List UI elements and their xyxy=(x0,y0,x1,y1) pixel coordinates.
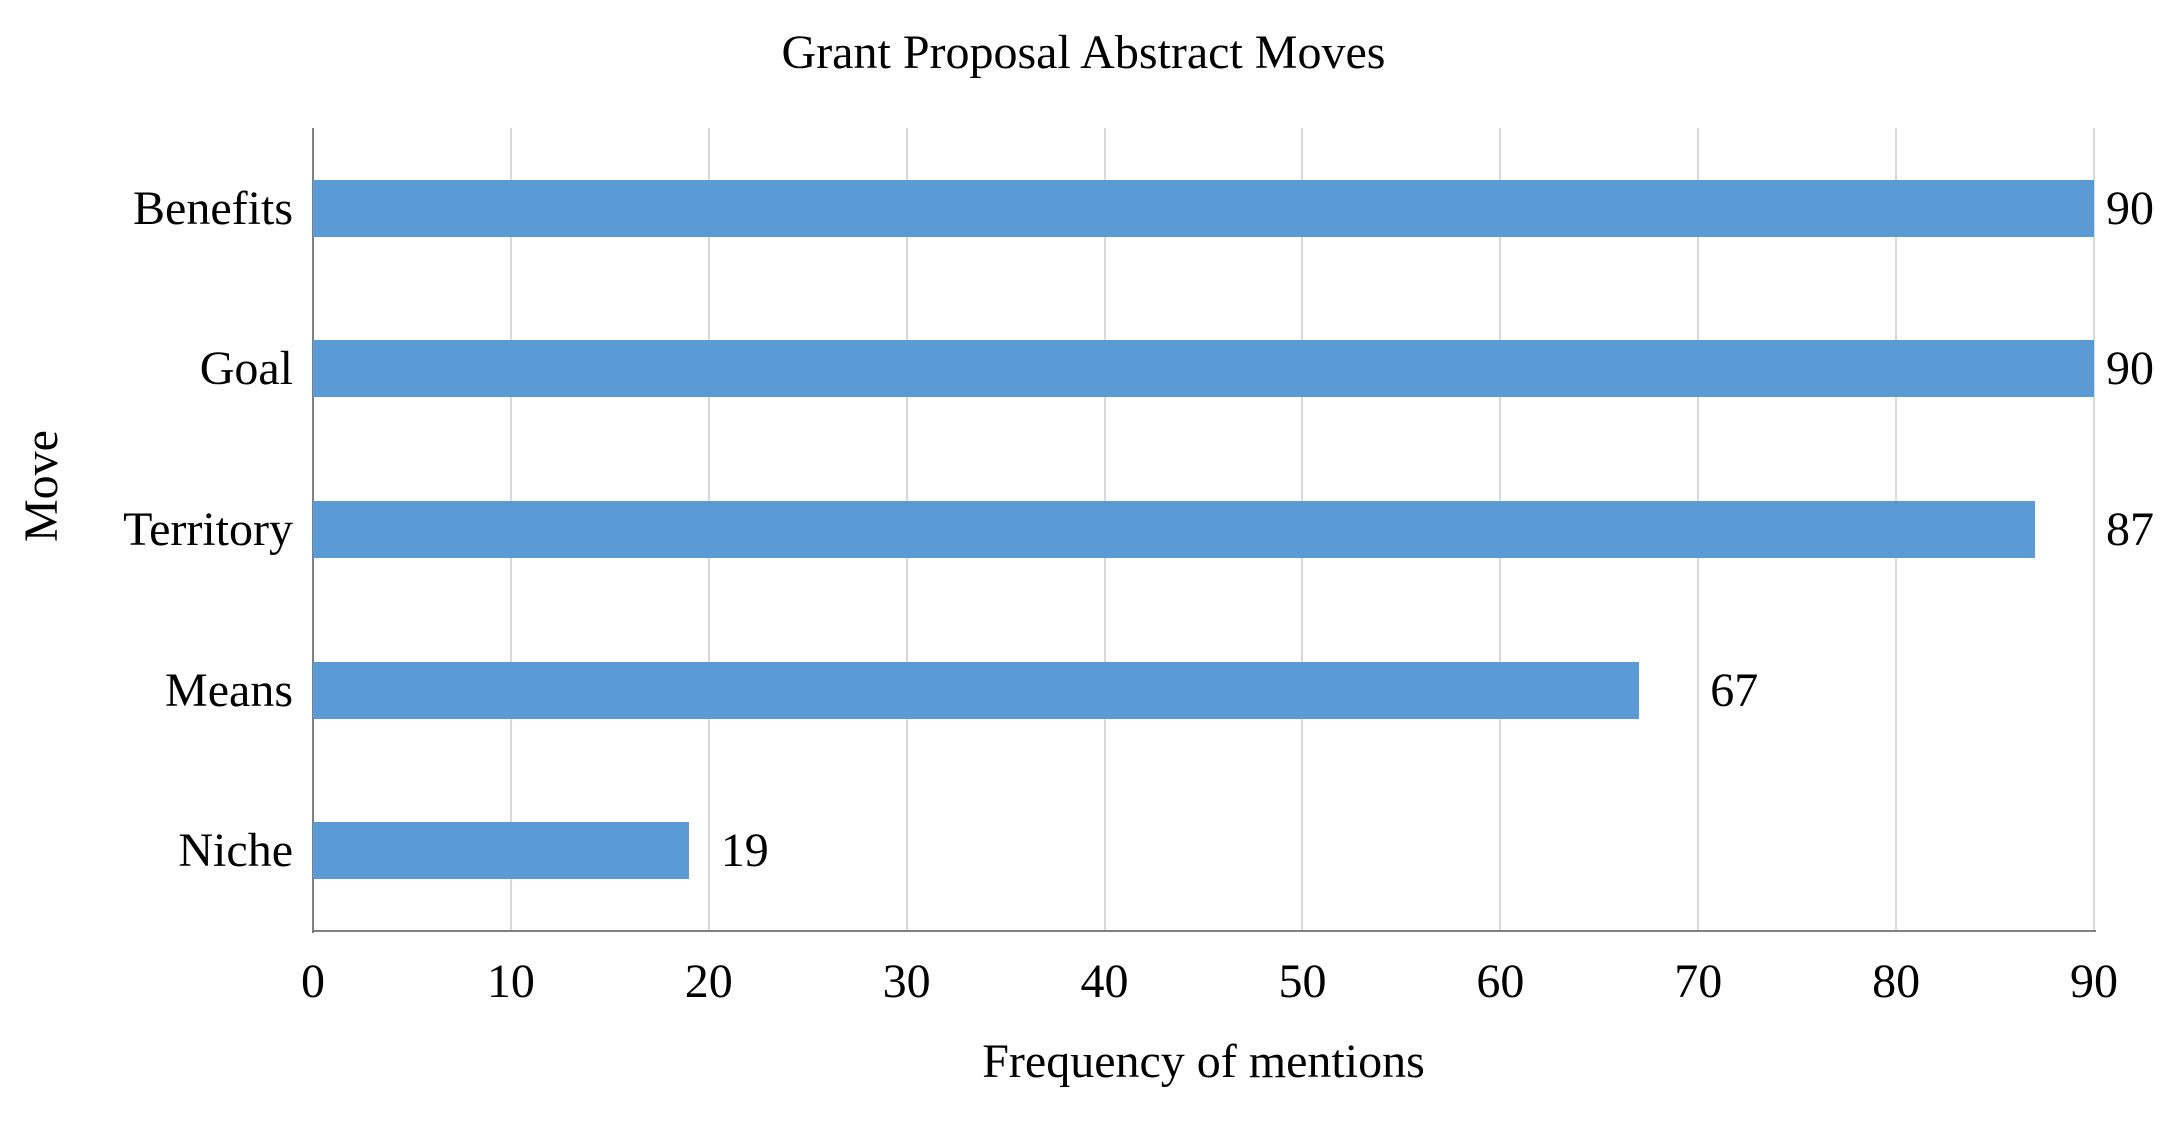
x-tick-label: 80 xyxy=(1872,955,1921,1008)
bar xyxy=(313,661,1639,719)
x-tick-label: 0 xyxy=(301,955,325,1008)
category-label: Territory xyxy=(123,503,293,556)
value-label: 19 xyxy=(720,824,769,878)
category-label: Niche xyxy=(178,824,293,878)
x-tick-label: 20 xyxy=(684,955,733,1008)
chart-title: Grant Proposal Abstract Moves xyxy=(781,26,1386,79)
x-tick-label: 60 xyxy=(1476,955,1525,1008)
category-label: Means xyxy=(165,663,293,717)
bar xyxy=(313,501,2035,558)
x-tick-label: 90 xyxy=(2070,955,2118,1008)
category-label: Benefits xyxy=(133,181,293,235)
x-axis-line xyxy=(312,930,2096,932)
x-tick-label: 50 xyxy=(1278,955,1327,1008)
x-tick-label: 70 xyxy=(1674,955,1723,1008)
x-axis-title: Frequency of mentions xyxy=(982,1035,1425,1088)
x-tick-label: 10 xyxy=(486,955,535,1008)
x-tick-label: 40 xyxy=(1080,955,1129,1008)
bar xyxy=(313,340,2094,398)
bar xyxy=(313,822,689,880)
gridline xyxy=(2093,128,2095,931)
bar xyxy=(313,179,2094,237)
value-label: 67 xyxy=(1710,663,1759,717)
plot-area: 0 10 20 30 40 50 60 70 80 90 Benefits 90 Goal 90 Terri… xyxy=(123,128,2154,1006)
category-label: Goal xyxy=(199,342,293,396)
x-tick-label: 30 xyxy=(882,955,931,1008)
value-label: 87 xyxy=(2106,503,2154,556)
value-label: 90 xyxy=(2106,181,2154,235)
value-label: 90 xyxy=(2106,342,2154,396)
